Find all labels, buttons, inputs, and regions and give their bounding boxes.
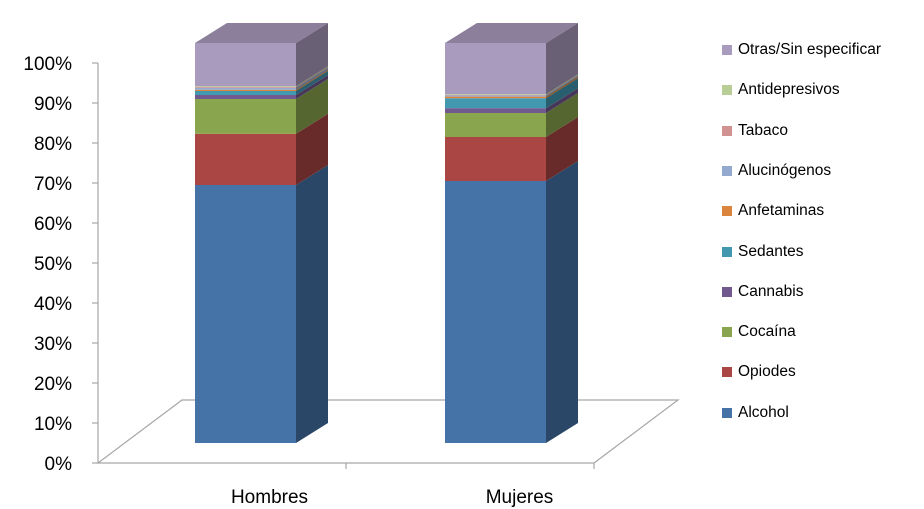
bar-segment-side bbox=[546, 75, 578, 97]
y-tick-label: 60% bbox=[34, 214, 72, 235]
legend-swatch bbox=[722, 45, 732, 55]
legend-swatch bbox=[722, 85, 732, 96]
y-tick-label: 20% bbox=[34, 374, 72, 395]
bar-segment bbox=[195, 87, 296, 90]
bar-segment bbox=[195, 99, 296, 134]
legend-label: Antidepresivos bbox=[738, 81, 840, 99]
bar-segment bbox=[195, 133, 296, 185]
legend-swatch bbox=[722, 407, 732, 418]
y-tick-label: 70% bbox=[34, 174, 72, 195]
bar-segment-side bbox=[296, 75, 328, 99]
bar-segment bbox=[195, 43, 296, 87]
bar-segment-side bbox=[296, 113, 328, 185]
y-tick-label: 40% bbox=[34, 294, 72, 315]
bar-segment bbox=[195, 87, 296, 88]
legend-swatch bbox=[722, 246, 732, 257]
y-tick-label: 50% bbox=[34, 254, 72, 275]
legend-label: Opiodes bbox=[738, 363, 796, 381]
bar-segment bbox=[195, 89, 296, 91]
bar-segment bbox=[445, 95, 546, 97]
bar-segment bbox=[445, 96, 546, 99]
legend-swatch bbox=[722, 327, 732, 338]
legend-item: Anfetaminas bbox=[722, 201, 824, 221]
bar-segment bbox=[445, 43, 546, 95]
legend-swatch bbox=[722, 125, 732, 136]
x-category-label: Hombres bbox=[231, 487, 308, 508]
legend-item: Sedantes bbox=[722, 242, 804, 262]
bar-segment bbox=[195, 185, 296, 443]
legend-item: Cocaína bbox=[722, 322, 796, 342]
legend-item: Cannabis bbox=[722, 282, 804, 302]
legend-item: Otras/Sin especificar bbox=[722, 40, 881, 60]
bar-segment-side bbox=[546, 93, 578, 137]
bar-segment-top bbox=[445, 23, 578, 43]
y-tick-label: 90% bbox=[34, 94, 72, 115]
bar-segment-side bbox=[296, 79, 328, 134]
legend-label: Otras/Sin especificar bbox=[738, 41, 881, 58]
x-category-label: Mujeres bbox=[486, 487, 554, 508]
y-tick-label: 10% bbox=[34, 414, 72, 435]
legend-label: Anfetaminas bbox=[738, 202, 825, 220]
legend-swatch bbox=[722, 286, 732, 297]
bar-segment-side bbox=[546, 161, 578, 443]
legend-swatch bbox=[722, 165, 732, 176]
bar-segment-side bbox=[546, 23, 578, 95]
bar-segment bbox=[195, 91, 296, 95]
legend-label: Cocaína bbox=[738, 323, 796, 341]
bar-segment bbox=[445, 98, 546, 109]
legend-swatch bbox=[722, 367, 732, 378]
bar-segment-side bbox=[296, 67, 328, 90]
chart-floor bbox=[96, 399, 680, 464]
bar-segment-side bbox=[546, 75, 578, 96]
bar-segment-side bbox=[546, 74, 578, 95]
legend-label: Sedantes bbox=[738, 242, 804, 260]
legend-swatch bbox=[722, 206, 732, 217]
bar-segment-side bbox=[296, 23, 328, 87]
bar-segment-side bbox=[546, 117, 578, 181]
bar-segment bbox=[445, 108, 546, 113]
bar-segment-side bbox=[546, 76, 578, 99]
legend-item: Alcohol bbox=[722, 403, 789, 423]
bar-segment bbox=[195, 86, 296, 87]
y-tick-label: 0% bbox=[45, 454, 73, 475]
bar-segment-side bbox=[296, 165, 328, 443]
legend-item: Opiodes bbox=[722, 362, 796, 382]
bar-segment bbox=[445, 137, 546, 181]
bar-segment-side bbox=[546, 88, 578, 113]
bar-segment bbox=[195, 95, 296, 99]
bar-segment-side bbox=[296, 67, 328, 88]
y-tick-label: 80% bbox=[34, 134, 72, 155]
legend-item: Antidepresivos bbox=[722, 80, 840, 100]
bar-segment-side bbox=[296, 71, 328, 95]
legend-label: Cannabis bbox=[738, 282, 804, 300]
legend-item: Tabaco bbox=[722, 121, 788, 141]
y-tick-label: 30% bbox=[34, 334, 72, 355]
bar-segment-top bbox=[195, 23, 328, 43]
bar-segment-side bbox=[296, 69, 328, 91]
bar-segment bbox=[445, 94, 546, 95]
y-tick-label: 100% bbox=[23, 54, 72, 75]
legend-label: Alucinógenos bbox=[738, 161, 832, 179]
bar-segment bbox=[445, 181, 546, 443]
bar-segment-side bbox=[296, 66, 328, 87]
bar-segment bbox=[445, 113, 546, 137]
legend-label: Tabaco bbox=[738, 121, 788, 139]
legend-label: Alcohol bbox=[738, 403, 789, 421]
bar-segment-side bbox=[546, 78, 578, 109]
legend-item: Alucinógenos bbox=[722, 161, 831, 181]
